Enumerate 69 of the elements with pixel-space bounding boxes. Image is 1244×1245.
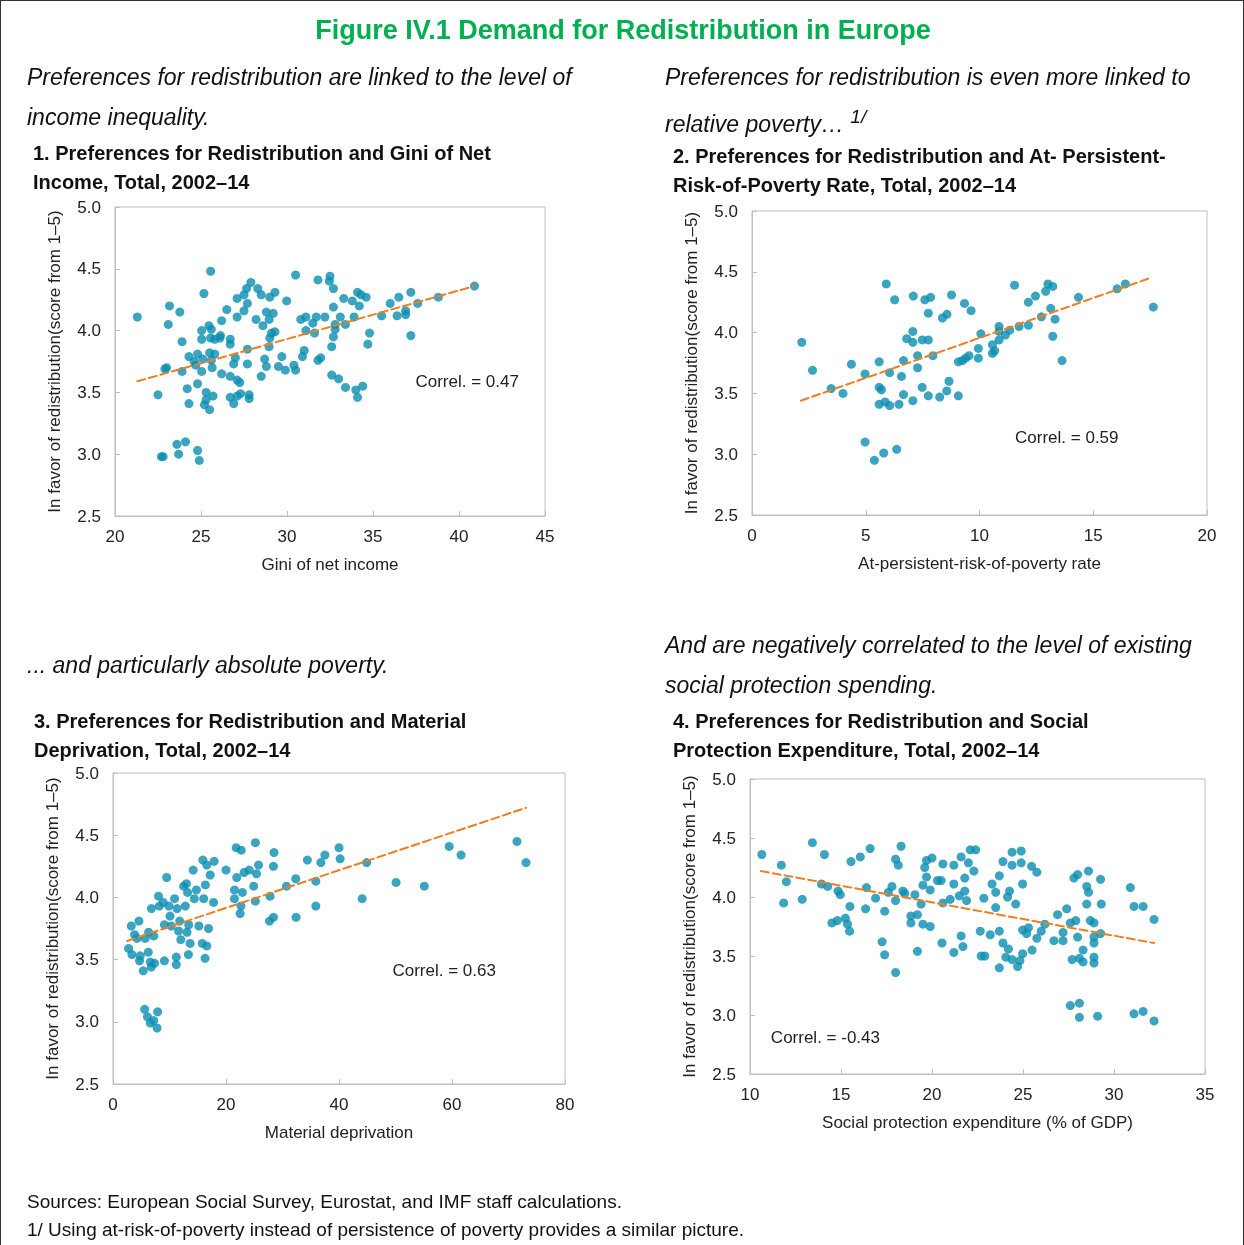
y-tick-label: 5.0 <box>712 769 736 789</box>
x-tick-label: 20 <box>105 527 125 546</box>
x-axis-title: At-persistent-risk-of-poverty rate <box>858 554 1101 573</box>
y-tick-label: 4.5 <box>77 259 101 279</box>
y-tick-label: 4.5 <box>75 825 99 845</box>
y-tick-label: 5.0 <box>75 763 99 783</box>
x-axis-title: Material deprivation <box>264 1123 414 1142</box>
x-tick-label: 10 <box>970 526 989 545</box>
y-tick-label: 4.0 <box>77 321 101 341</box>
x-tick-label: 30 <box>1104 1085 1124 1104</box>
y-tick-label: 3.0 <box>714 444 738 464</box>
chart-title: 4. Preferences for Redistribution and Social Protection Expenditure, Total, 2002–14 <box>673 709 1090 763</box>
x-tick-label: 45 <box>535 527 555 546</box>
y-tick-label: 3.5 <box>75 950 99 970</box>
y-tick-label: 3.5 <box>714 383 738 403</box>
x-tick-label: 40 <box>329 1095 349 1114</box>
x-tick-label: 40 <box>449 527 469 546</box>
text: 1/ Using at-risk-of-poverty instead of persistence of poverty provides a similar picture. <box>27 1219 745 1241</box>
x-tick-label: 5 <box>861 526 871 545</box>
y-tick-label: 4.5 <box>712 828 736 848</box>
chart-subtitle: ... and particularly absolute poverty. <box>27 651 390 680</box>
x-tick-label: 30 <box>277 527 297 546</box>
annotation: Correl. = 0.59 <box>1015 428 1119 447</box>
chart-subtitle: Preferences for redistribution are linked to the level of income inequality. <box>27 63 575 132</box>
annotation: Correl. = 0.63 <box>392 961 496 981</box>
y-tick-label: 2.5 <box>75 1074 99 1094</box>
x-tick-label: 80 <box>555 1095 575 1114</box>
x-tick-label: 20 <box>1197 526 1217 545</box>
x-tick-label: 15 <box>831 1085 851 1104</box>
x-tick-label: 20 <box>922 1085 942 1104</box>
chart-title: 1. Preferences for Redistribution and Gini of Net Income, Total, 2002–14 <box>33 141 492 195</box>
x-tick-label: 20 <box>216 1095 236 1114</box>
y-tick-label: 4.0 <box>75 887 99 907</box>
x-axis-title: Social protection expenditure (% of GDP) <box>822 1113 1133 1132</box>
annotation: Correl. = -0.43 <box>770 1027 880 1047</box>
y-tick-label: 3.5 <box>712 946 736 966</box>
y-tick-label: 3.5 <box>77 382 101 402</box>
y-axis-title: In favor of redistribution(score from 1–5) <box>682 211 701 515</box>
x-tick-label: 35 <box>1195 1085 1215 1104</box>
y-axis-title: In favor of redistribution(score from 1–5) <box>680 775 699 1078</box>
y-axis-title: In favor of redistribution(score from 1–5) <box>43 777 62 1080</box>
x-tick-label: 35 <box>363 527 383 546</box>
x-tick-label: 0 <box>108 1095 118 1114</box>
y-tick-label: 2.5 <box>714 505 738 525</box>
y-tick-label: 4.5 <box>714 262 738 282</box>
y-tick-label: 2.5 <box>712 1064 736 1084</box>
y-axis-title: In favor of redistribution(score from 1–5) <box>45 210 64 513</box>
x-tick-label: 10 <box>740 1085 760 1104</box>
y-tick-label: 4.0 <box>714 323 738 343</box>
x-tick-label: 25 <box>1013 1085 1033 1104</box>
x-tick-label: 25 <box>191 527 211 546</box>
chart-title: 3. Preferences for Redistribution and Material Deprivation, Total, 2002–14 <box>34 709 468 763</box>
x-tick-label: 60 <box>442 1095 462 1114</box>
y-tick-label: 3.0 <box>77 444 101 464</box>
y-tick-label: 4.0 <box>712 887 736 907</box>
chart-title: 2. Preferences for Redistribution and At- Persistent-Risk-of-Poverty Rate, Total, 2002–14 <box>673 144 1167 198</box>
y-tick-label: 5.0 <box>77 197 101 217</box>
source-note: Sources: European Social Survey, Eurostat, and IMF staff calculations. <box>27 1191 622 1213</box>
chart-subtitle: And are negatively correlated to the level of existing social protection spending. <box>665 631 1193 700</box>
chart-subtitle: Preferences for redistribution is even more linked to relative poverty… $^{1/}$ <box>665 63 1192 139</box>
y-tick-label: 3.0 <box>712 1005 736 1025</box>
x-axis-title: Gini of net income <box>261 555 399 574</box>
text: Figure IV.1 Demand for Redistribution in Europe <box>314 15 932 46</box>
x-tick-label: 15 <box>1083 526 1103 545</box>
annotation: Correl. = 0.47 <box>415 372 519 392</box>
y-tick-label: 3.0 <box>75 1012 99 1032</box>
y-tick-label: 2.5 <box>77 506 101 526</box>
y-tick-label: 5.0 <box>714 201 738 221</box>
x-tick-label: 0 <box>747 526 757 545</box>
